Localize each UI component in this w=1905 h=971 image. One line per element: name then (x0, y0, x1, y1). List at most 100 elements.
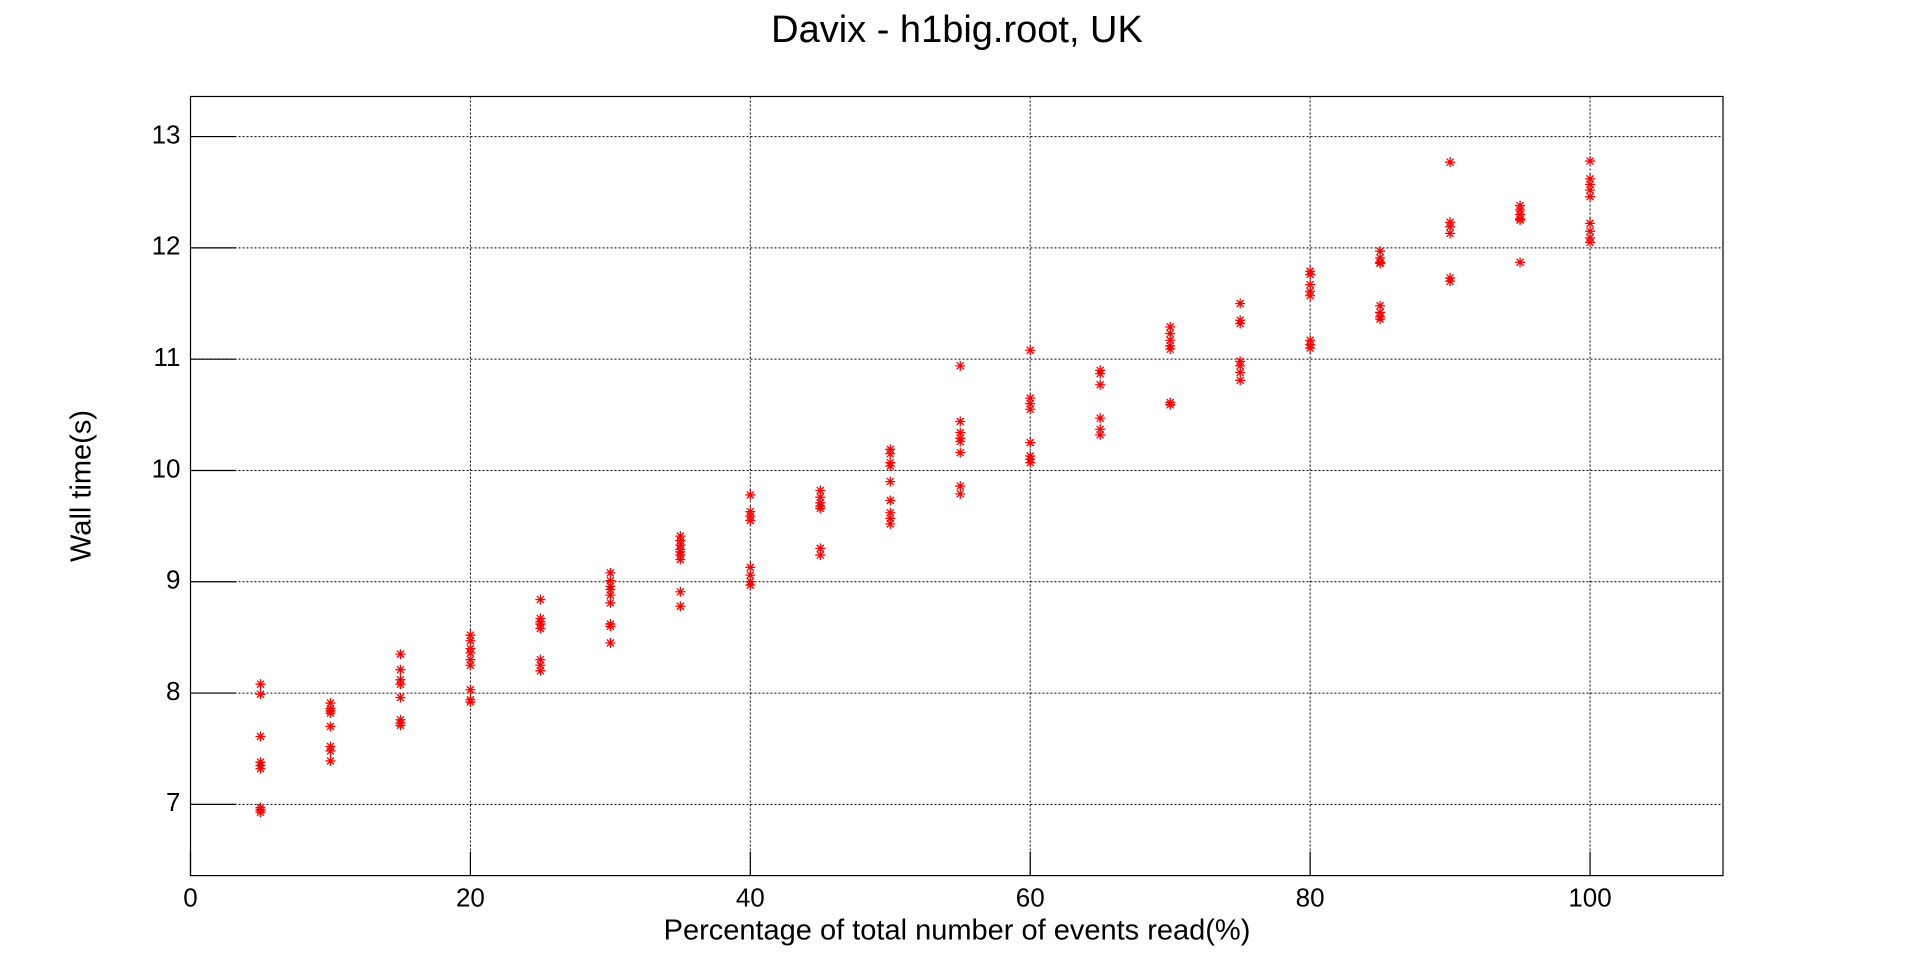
point (885, 518, 896, 529)
point (1025, 437, 1036, 448)
point (325, 755, 336, 766)
point (605, 575, 616, 586)
point (395, 679, 406, 690)
x-tick-label: 40 (736, 882, 765, 912)
y-tick-label: 7 (166, 787, 180, 817)
point (1305, 343, 1316, 354)
point (535, 654, 546, 665)
point (1095, 413, 1106, 424)
point (815, 543, 826, 554)
point (465, 696, 476, 707)
point (1095, 379, 1106, 390)
point (1095, 368, 1106, 379)
point (1445, 157, 1456, 168)
point (1515, 257, 1526, 268)
point (1585, 156, 1596, 167)
point (1235, 298, 1246, 309)
point (675, 601, 686, 612)
point (395, 649, 406, 660)
point (255, 679, 266, 690)
point (255, 807, 266, 818)
point (745, 562, 756, 573)
point (745, 580, 756, 591)
point (1445, 276, 1456, 287)
point (535, 660, 546, 671)
point (1025, 398, 1036, 409)
y-tick-label: 12 (152, 231, 181, 261)
point (1375, 246, 1386, 257)
point (395, 720, 406, 731)
point (1165, 344, 1176, 355)
point (1165, 328, 1176, 339)
point (815, 485, 826, 496)
point (955, 360, 966, 371)
point (255, 689, 266, 700)
point (1585, 179, 1596, 190)
point (465, 654, 476, 665)
y-tick-label: 9 (166, 565, 180, 595)
point (815, 550, 826, 561)
x-tick-label: 60 (1016, 882, 1045, 912)
point (675, 586, 686, 597)
point (605, 567, 616, 578)
point (1025, 393, 1036, 404)
point (955, 488, 966, 499)
point (675, 554, 686, 565)
point (1305, 290, 1316, 301)
point (535, 623, 546, 634)
point (745, 515, 756, 526)
point (1165, 335, 1176, 346)
y-tick-label: 11 (154, 342, 181, 372)
point (1235, 367, 1246, 378)
point (535, 665, 546, 676)
point (885, 507, 896, 518)
point (325, 708, 336, 719)
point (885, 461, 896, 472)
point (1235, 318, 1246, 329)
point (605, 584, 616, 595)
point (885, 448, 896, 459)
point (885, 513, 896, 524)
point (955, 447, 966, 458)
point (395, 692, 406, 703)
point (885, 476, 896, 487)
point (535, 594, 546, 605)
point (815, 503, 826, 514)
point (465, 660, 476, 671)
point (1165, 399, 1176, 410)
y-tick-label: 13 (152, 119, 181, 149)
point (1305, 269, 1316, 280)
point (955, 427, 966, 438)
chart-title: Davix - h1big.root, UK (771, 9, 1143, 51)
x-axis-label: Percentage of total number of events rea… (664, 915, 1251, 947)
point (1585, 173, 1596, 184)
point (1585, 218, 1596, 229)
point (465, 635, 476, 646)
point (1165, 321, 1176, 332)
point (955, 436, 966, 447)
x-tick-label: 20 (456, 882, 485, 912)
point (885, 495, 896, 506)
point (955, 481, 966, 492)
point (1025, 457, 1036, 468)
y-tick-label: 8 (166, 676, 180, 706)
x-tick-label: 100 (1568, 882, 1611, 912)
point (605, 597, 616, 608)
point (605, 590, 616, 601)
y-tick-label: 10 (152, 453, 181, 483)
point (1375, 300, 1386, 311)
point (1095, 429, 1106, 440)
x-tick-label: 0 (183, 882, 197, 912)
point (1585, 226, 1596, 237)
point (745, 489, 756, 500)
point (1585, 191, 1596, 202)
point (255, 763, 266, 774)
point (325, 745, 336, 756)
point (1095, 424, 1106, 435)
point (1445, 228, 1456, 239)
point (465, 630, 476, 641)
point (605, 621, 616, 632)
point (1585, 184, 1596, 195)
